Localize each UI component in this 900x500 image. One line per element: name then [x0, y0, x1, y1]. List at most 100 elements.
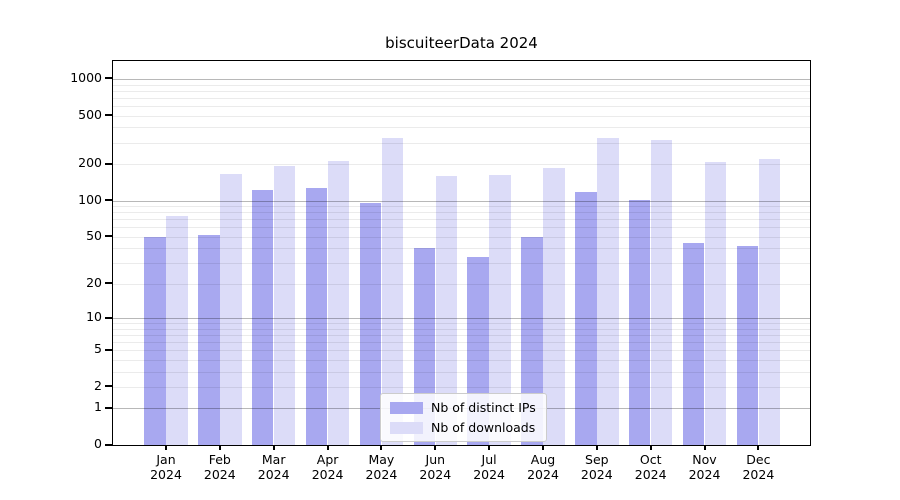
- major-gridline-10: [113, 318, 810, 319]
- minor-gridline-900: [113, 84, 810, 86]
- y-tick-20: [105, 282, 112, 285]
- x-tick-jun: [434, 445, 437, 450]
- x-tick-aug: [542, 445, 544, 450]
- bar-jan-distinct-ips: [144, 236, 166, 445]
- minor-gridline-30: [113, 263, 810, 265]
- bar-jul-downloads: [489, 174, 511, 445]
- y-tick-1: [105, 406, 112, 409]
- x-tick-year: 2024: [580, 467, 613, 482]
- x-tick-year: 2024: [150, 467, 182, 482]
- y-tick-label-500: 500: [78, 106, 102, 122]
- bar-aug-distinct-ips: [521, 236, 543, 445]
- x-tick-label-jul: Jul 2024: [457, 452, 521, 482]
- y-tick-label-50: 50: [86, 227, 102, 243]
- minor-gridline-200: [113, 164, 810, 165]
- legend: Nb of distinct IPs Nb of downloads: [380, 393, 547, 442]
- legend-item-downloads: Nb of downloads: [390, 420, 537, 435]
- x-tick-label-aug: Aug 2024: [511, 452, 575, 482]
- bar-oct-distinct-ips: [628, 200, 651, 445]
- y-tick-label-1: 1: [94, 399, 102, 415]
- bar-feb-distinct-ips: [198, 234, 220, 445]
- major-gridline-1000: [113, 78, 810, 80]
- x-tick-year: 2024: [688, 467, 721, 482]
- x-tick-label-oct: Oct 2024: [619, 452, 683, 482]
- x-tick-label-sep: Sep 2024: [565, 452, 629, 482]
- x-tick-month: Nov: [692, 452, 717, 467]
- x-tick-year: 2024: [742, 467, 775, 482]
- bar-aug-downloads: [543, 168, 565, 445]
- bar-mar-downloads: [273, 165, 296, 445]
- x-tick-label-feb: Feb 2024: [188, 452, 252, 482]
- minor-gridline-20: [113, 283, 810, 285]
- minor-gridline-600: [113, 106, 810, 107]
- bar-may-distinct-ips: [359, 202, 382, 445]
- minor-gridline-300: [113, 142, 810, 144]
- y-tick-100: [105, 199, 112, 201]
- minor-gridline-6: [113, 341, 810, 343]
- y-tick-50: [105, 235, 112, 238]
- legend-swatch-distinct-ips: [390, 401, 423, 414]
- minor-gridline-3: [113, 371, 810, 373]
- x-tick-month: Apr: [316, 452, 339, 467]
- bar-feb-downloads: [220, 173, 242, 445]
- y-tick-2: [105, 385, 112, 388]
- minor-gridline-40: [113, 248, 810, 250]
- minor-gridline-90: [113, 206, 810, 207]
- x-tick-year: 2024: [527, 467, 559, 482]
- y-tick-500: [105, 114, 112, 117]
- y-tick-label-1000: 1000: [70, 69, 102, 85]
- y-tick-label-200: 200: [78, 155, 102, 170]
- major-gridline-100: [113, 200, 810, 202]
- x-tick-jul: [488, 445, 491, 450]
- x-tick-label-mar: Mar 2024: [242, 452, 306, 482]
- y-tick-label-10: 10: [86, 309, 102, 324]
- x-tick-year: 2024: [634, 467, 667, 482]
- x-tick-month: Aug: [530, 452, 556, 467]
- bar-jan-downloads: [166, 216, 188, 445]
- legend-label-downloads: Nb of downloads: [431, 420, 536, 435]
- legend-swatch-downloads: [390, 421, 423, 434]
- minor-gridline-9: [113, 323, 810, 324]
- bar-sep-downloads: [597, 137, 619, 445]
- legend-label-distinct-ips: Nb of distinct IPs: [431, 400, 536, 415]
- y-tick-200: [105, 162, 112, 165]
- x-tick-oct: [649, 445, 652, 450]
- y-tick-0: [105, 443, 112, 446]
- y-tick-1000: [105, 77, 112, 80]
- plot-area: [112, 60, 811, 446]
- x-tick-year: 2024: [365, 467, 398, 482]
- bar-may-downloads: [381, 137, 404, 445]
- bar-mar-distinct-ips: [251, 190, 274, 445]
- minor-gridline-50: [113, 236, 810, 238]
- x-tick-month: Jun: [425, 452, 446, 467]
- bar-oct-downloads: [650, 140, 673, 445]
- bar-sep-distinct-ips: [575, 191, 597, 445]
- minor-gridline-800: [113, 90, 810, 92]
- minor-gridline-60: [113, 227, 810, 229]
- chart-title: biscuiteerData 2024: [385, 34, 538, 52]
- y-tick-label-2: 2: [94, 377, 102, 393]
- x-tick-year: 2024: [203, 467, 236, 482]
- bar-nov-downloads: [704, 161, 727, 445]
- x-tick-label-may: May 2024: [349, 452, 413, 482]
- x-tick-month: Dec: [746, 452, 771, 467]
- y-tick-label-20: 20: [86, 274, 102, 290]
- x-tick-feb: [218, 445, 221, 450]
- x-tick-mar: [272, 445, 275, 450]
- x-tick-apr: [326, 445, 329, 450]
- x-tick-month: Sep: [585, 452, 609, 467]
- minor-gridline-2: [113, 386, 810, 388]
- x-tick-month: Oct: [639, 452, 662, 467]
- y-tick-label-5: 5: [94, 341, 102, 357]
- minor-gridline-80: [113, 212, 810, 214]
- minor-gridline-8: [113, 328, 810, 330]
- x-tick-label-jun: Jun 2024: [403, 452, 467, 482]
- bar-dec-downloads: [758, 159, 781, 445]
- x-tick-dec: [757, 445, 760, 450]
- minor-gridline-700: [113, 97, 810, 99]
- minor-gridline-70: [113, 219, 810, 221]
- legend-item-distinct-ips: Nb of distinct IPs: [390, 400, 537, 415]
- x-tick-nov: [703, 445, 706, 450]
- minor-gridline-7: [113, 334, 810, 336]
